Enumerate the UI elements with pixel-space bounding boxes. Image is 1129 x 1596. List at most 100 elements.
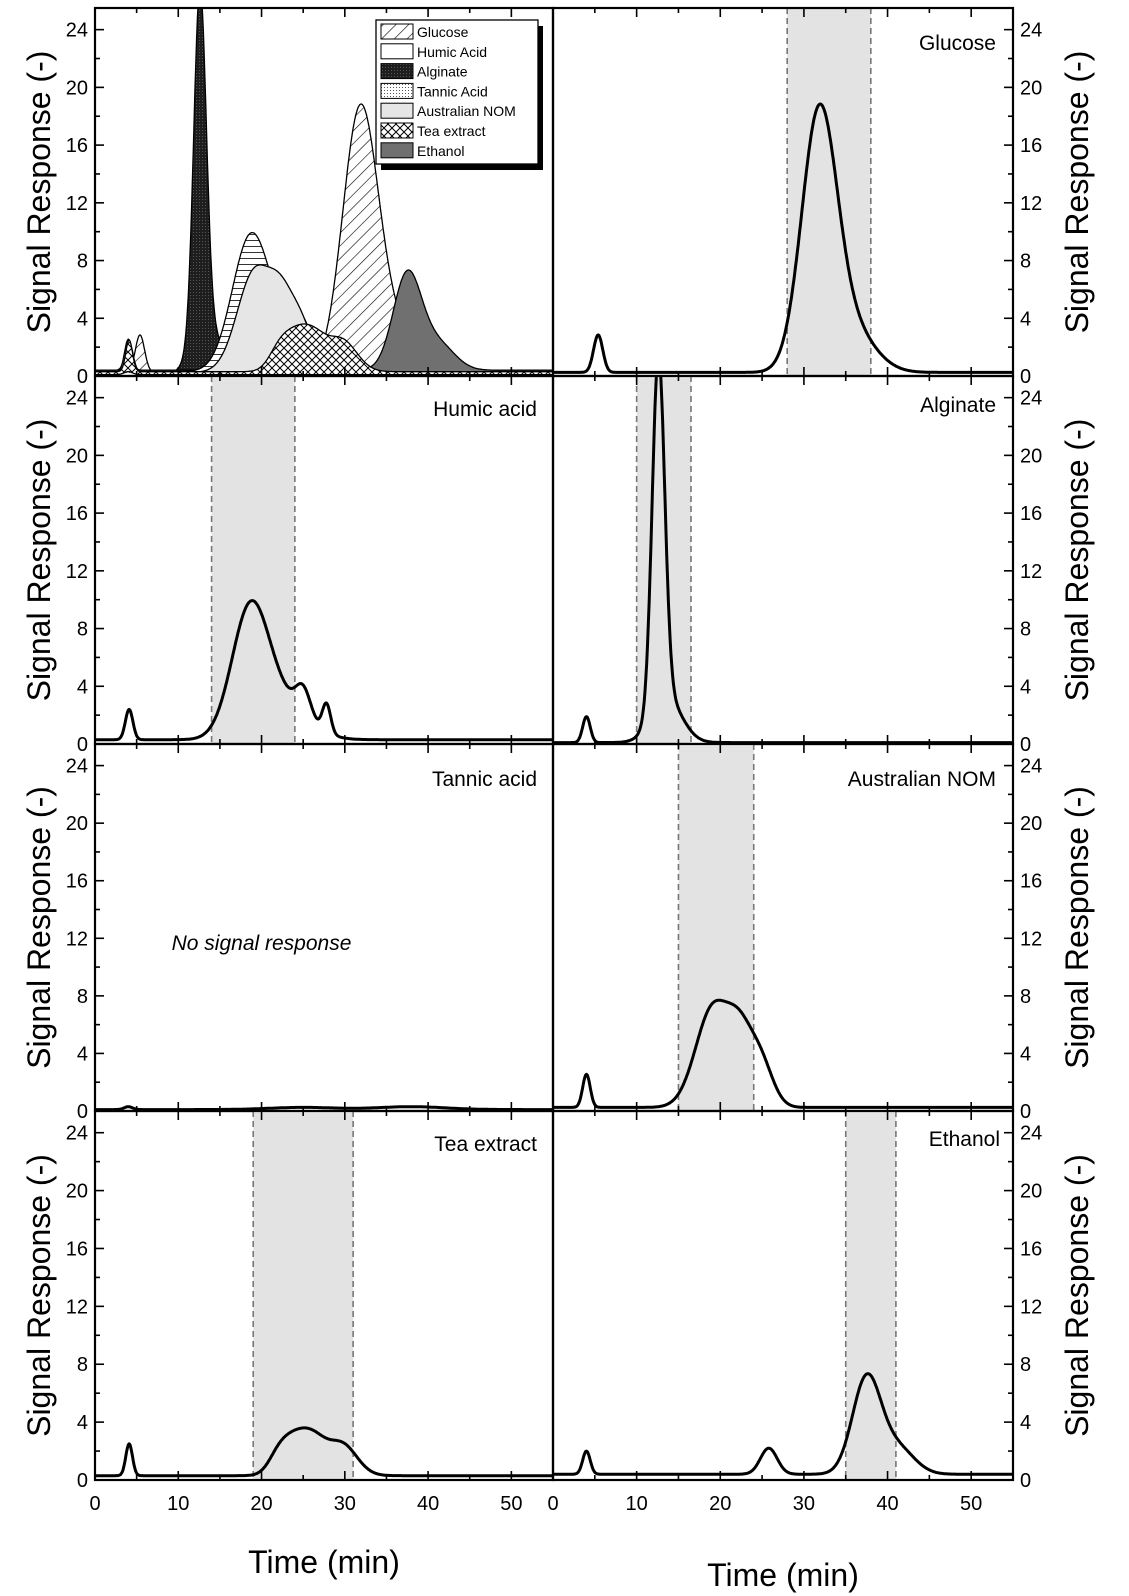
series-line — [553, 998, 1013, 1109]
series-line — [553, 102, 1013, 374]
y-tick-label: 4 — [1020, 1412, 1031, 1434]
y-axis-title: Signal Response (-) — [1059, 786, 1095, 1069]
x-tick-label: 50 — [500, 1493, 522, 1515]
y-tick-label: 12 — [66, 193, 88, 215]
series-line — [553, 1372, 1013, 1476]
y-tick-label: 24 — [66, 20, 88, 42]
y-tick-label: 0 — [1020, 734, 1031, 756]
y-tick-label: 8 — [77, 251, 88, 273]
y-tick-label: 0 — [77, 734, 88, 756]
legend-label-australian-nom: Australian NOM — [417, 103, 516, 119]
panel-grid: 0 4 8 12 16 20 24 Signal Response (-) Glucose Hum… — [21, 6, 1095, 1593]
x-tick-label: 30 — [793, 1493, 815, 1515]
legend-swatch-humic-acid — [380, 43, 414, 60]
y-tick-label: 16 — [66, 503, 88, 525]
y-tick-label: 8 — [1020, 986, 1031, 1008]
integration-window — [787, 8, 871, 376]
y-tick-label: 4 — [1020, 308, 1031, 330]
plot-area — [553, 8, 1013, 376]
series-area-tea-extract — [95, 323, 553, 376]
plot-area — [95, 1111, 553, 1480]
series-line — [95, 1105, 553, 1111]
x-tick-label: 0 — [89, 1493, 100, 1515]
y-axis-title: Signal Response (-) — [21, 51, 57, 334]
y-tick-label: 16 — [1020, 135, 1042, 157]
x-tick-label: 20 — [250, 1493, 272, 1515]
panel-australian-nom: 0 4 8 12 16 20 24 Signal Response (-) Australian… — [551, 742, 1095, 1123]
y-tick-label: 4 — [77, 1043, 88, 1065]
y-tick-label: 0 — [1020, 1101, 1031, 1123]
legend-swatch-ethanol — [380, 142, 414, 159]
panel-label: Glucose — [919, 32, 996, 55]
panel-tea-extract: 0 4 8 12 16 20 24 Signal Response (-) 0 10 20 30 40 5… — [21, 1109, 555, 1580]
plot-area — [553, 376, 1013, 744]
y-tick-label: 4 — [77, 308, 88, 330]
y-tick-label: 20 — [1020, 1181, 1042, 1203]
y-tick-label: 20 — [1020, 77, 1042, 99]
integration-window — [678, 744, 754, 1111]
x-tick-label: 10 — [626, 1493, 648, 1515]
y-tick-label: 0 — [1020, 1470, 1031, 1492]
y-tick-label: 8 — [1020, 619, 1031, 641]
y-tick-label: 12 — [66, 928, 88, 950]
legend-swatch-alginate — [380, 63, 414, 80]
panel-label: Humic acid — [433, 398, 537, 421]
y-tick-label: 24 — [66, 756, 88, 778]
series-line — [95, 599, 553, 742]
y-tick-label: 4 — [77, 676, 88, 698]
legend-swatch-glucose — [380, 23, 414, 40]
plot-area — [553, 1111, 1013, 1480]
y-axis-title: Signal Response (-) — [21, 1154, 57, 1437]
y-tick-label: 0 — [77, 366, 88, 388]
series-line — [95, 1426, 553, 1478]
y-tick-label: 24 — [1020, 388, 1042, 410]
legend-label-tannic-acid: Tannic Acid — [417, 83, 488, 99]
y-tick-label: 8 — [77, 1354, 88, 1376]
panel-label: Alginate — [920, 394, 996, 417]
y-tick-label: 12 — [66, 561, 88, 583]
axes-frame — [551, 374, 1015, 746]
y-tick-label: 8 — [1020, 1354, 1031, 1376]
axes-frame — [551, 742, 1015, 1113]
axes-frame — [551, 1109, 1015, 1482]
x-axis-title: Time (min) — [707, 1557, 859, 1593]
x-axis-title: Time (min) — [248, 1544, 400, 1580]
legend-label-glucose: Glucose — [417, 24, 469, 40]
y-tick-label: 0 — [77, 1101, 88, 1123]
legend-label-tea-extract: Tea extract — [417, 123, 486, 139]
y-tick-label: 4 — [77, 1412, 88, 1434]
y-tick-label: 16 — [1020, 1238, 1042, 1260]
integration-window — [253, 1111, 354, 1480]
y-tick-label: 16 — [1020, 871, 1042, 893]
y-tick-label: 20 — [1020, 813, 1042, 835]
legend-label-alginate: Alginate — [417, 64, 468, 80]
x-tick-label: 50 — [960, 1493, 982, 1515]
y-tick-label: 20 — [66, 813, 88, 835]
panel-glucose: 0 4 8 12 16 20 24 Signal Response (-) Glucose — [551, 6, 1095, 388]
panel-tannic-acid: 0 4 8 12 16 20 24 Signal Response (-) Tannic aci… — [21, 742, 555, 1123]
panel-alginate: 0 4 8 12 16 20 24 Signal Response (-) Alginate — [551, 374, 1095, 756]
y-tick-label: 8 — [77, 986, 88, 1008]
y-tick-label: 24 — [1020, 1123, 1042, 1145]
y-tick-label: 0 — [77, 1470, 88, 1492]
y-tick-label: 12 — [66, 1296, 88, 1318]
y-axis-title: Signal Response (-) — [1059, 419, 1095, 702]
y-tick-label: 12 — [1020, 1296, 1042, 1318]
y-tick-label: 12 — [1020, 561, 1042, 583]
plot-area — [95, 376, 553, 744]
y-tick-label: 20 — [1020, 445, 1042, 467]
y-tick-label: 24 — [66, 388, 88, 410]
axes-frame — [93, 742, 555, 1113]
panel-label: Tannic acid — [432, 768, 537, 791]
y-tick-label: 12 — [1020, 193, 1042, 215]
y-tick-label: 8 — [77, 619, 88, 641]
axes-frame — [551, 6, 1015, 378]
plot-area — [95, 1105, 553, 1111]
plot-area — [95, 8, 553, 376]
legend-swatch-tea-extract — [380, 122, 414, 139]
y-tick-label: 24 — [66, 1123, 88, 1145]
y-axis-title: Signal Response (-) — [21, 419, 57, 702]
x-tick-label: 40 — [417, 1493, 439, 1515]
panel-label: Tea extract — [434, 1133, 537, 1156]
